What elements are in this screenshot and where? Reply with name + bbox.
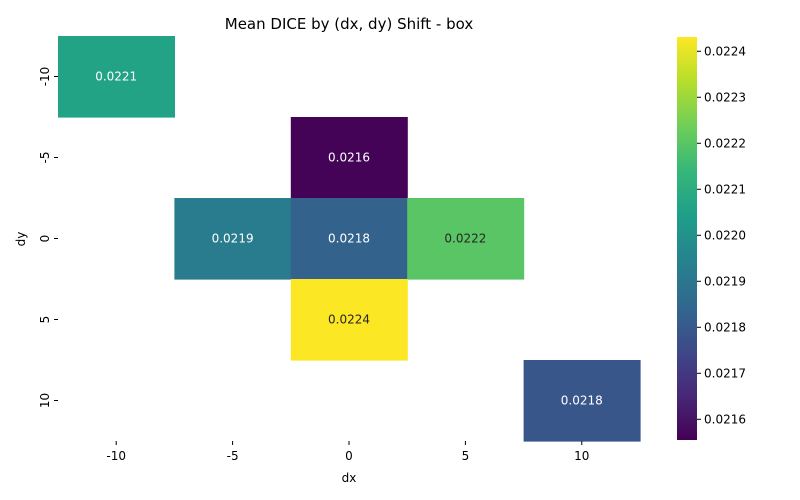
y-tick-label: 0 <box>38 235 52 243</box>
colorbar-gradient <box>677 37 697 440</box>
cell-value-label: 0.0221 <box>95 70 137 84</box>
colorbar-tick-label: 0.0224 <box>704 44 746 58</box>
cell-value-label: 0.0222 <box>444 232 486 246</box>
cell-value-label: 0.0216 <box>328 151 370 165</box>
colorbar-tick-label: 0.0217 <box>704 366 746 380</box>
cell-value-label: 0.0218 <box>561 394 603 408</box>
y-axis: -10 -5 0 5 10 <box>38 67 58 408</box>
x-axis: -10 -5 0 5 10 <box>106 441 589 463</box>
y-tick-label: 10 <box>38 393 52 408</box>
chart-title: Mean DICE by (dx, dy) Shift - box <box>225 15 474 33</box>
x-tick-label: 10 <box>574 449 589 463</box>
colorbar-tick-label: 0.0216 <box>704 412 746 426</box>
colorbar-tick-label: 0.0220 <box>704 228 746 242</box>
heatmap-cells: 0.0221 0.0216 0.0219 0.0218 0.0222 0.0224 0.02… <box>58 36 641 442</box>
heatmap-cell <box>174 198 292 280</box>
heatmap-cell <box>523 360 641 442</box>
colorbar-tick-label: 0.0221 <box>704 182 746 196</box>
y-tick-label: -10 <box>38 67 52 87</box>
cell-value-label: 0.0224 <box>328 313 370 327</box>
x-tick-label: 0 <box>345 449 353 463</box>
heatmap-cell <box>290 198 408 280</box>
x-tick-label: -5 <box>227 449 239 463</box>
cell-value-label: 0.0219 <box>212 232 254 246</box>
x-axis-label: dx <box>342 471 357 485</box>
heatmap-cell <box>407 198 525 280</box>
cell-value-label: 0.0218 <box>328 232 370 246</box>
colorbar-tick-label: 0.0222 <box>704 136 746 150</box>
heatmap-cell <box>58 36 175 118</box>
y-tick-label: 5 <box>38 316 52 324</box>
x-tick-label: -10 <box>106 449 126 463</box>
colorbar-tick-label: 0.0219 <box>704 274 746 288</box>
heatmap-cell <box>290 279 408 361</box>
y-axis-label: dy <box>14 232 28 247</box>
colorbar-tick-label: 0.0218 <box>704 320 746 334</box>
heatmap-cell <box>290 117 408 199</box>
x-tick-label: 5 <box>462 449 470 463</box>
colorbar: 0.0216 0.0217 0.0218 0.0219 0.0220 0.0221 0.02… <box>677 37 746 440</box>
y-tick-label: -5 <box>38 152 52 164</box>
colorbar-tick-label: 0.0223 <box>704 90 746 104</box>
